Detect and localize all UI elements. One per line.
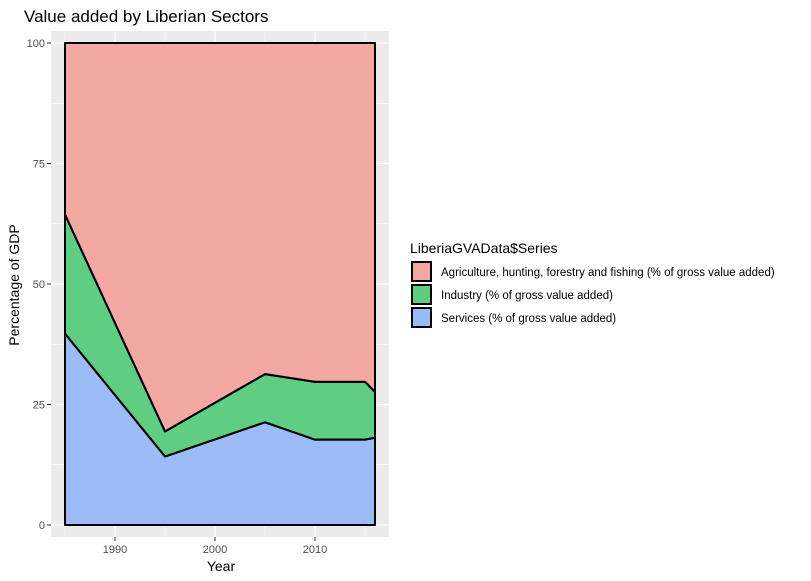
area-industry — [65, 214, 375, 457]
y-tick-label: 75 — [33, 159, 45, 171]
legend-label: Services (% of gross value added) — [441, 313, 616, 325]
area-agriculture — [65, 43, 375, 432]
legend: LiberiaGVAData$Series Agriculture, hunti… — [410, 240, 775, 328]
y-tick-label: 0 — [39, 520, 45, 532]
legend-key — [411, 307, 432, 328]
area-outline-agriculture — [64, 42, 376, 433]
y-tick-label: 25 — [33, 399, 45, 411]
y-axis: 0 25 50 75 100 — [27, 38, 51, 532]
x-axis: 1990 2000 2010 — [103, 537, 327, 556]
legend-label: Agriculture, hunting, forestry and fishi… — [441, 267, 775, 279]
x-tick-label: 2010 — [303, 544, 327, 556]
legend-key — [411, 261, 432, 282]
x-tick-label: 2000 — [203, 544, 227, 556]
y-tick-label: 50 — [33, 279, 45, 291]
y-tick-label: 100 — [27, 38, 45, 50]
area-services — [65, 333, 375, 525]
stacked-areas — [64, 42, 376, 526]
x-tick-label: 1990 — [103, 544, 127, 556]
chart-title: Value added by Liberian Sectors — [24, 7, 268, 26]
y-axis-title: Percentage of GDP — [6, 224, 22, 345]
legend-label: Industry (% of gross value added) — [441, 290, 613, 302]
legend-title: LiberiaGVAData$Series — [410, 240, 558, 256]
x-axis-title: Year — [207, 558, 236, 574]
legend-key — [411, 284, 432, 305]
